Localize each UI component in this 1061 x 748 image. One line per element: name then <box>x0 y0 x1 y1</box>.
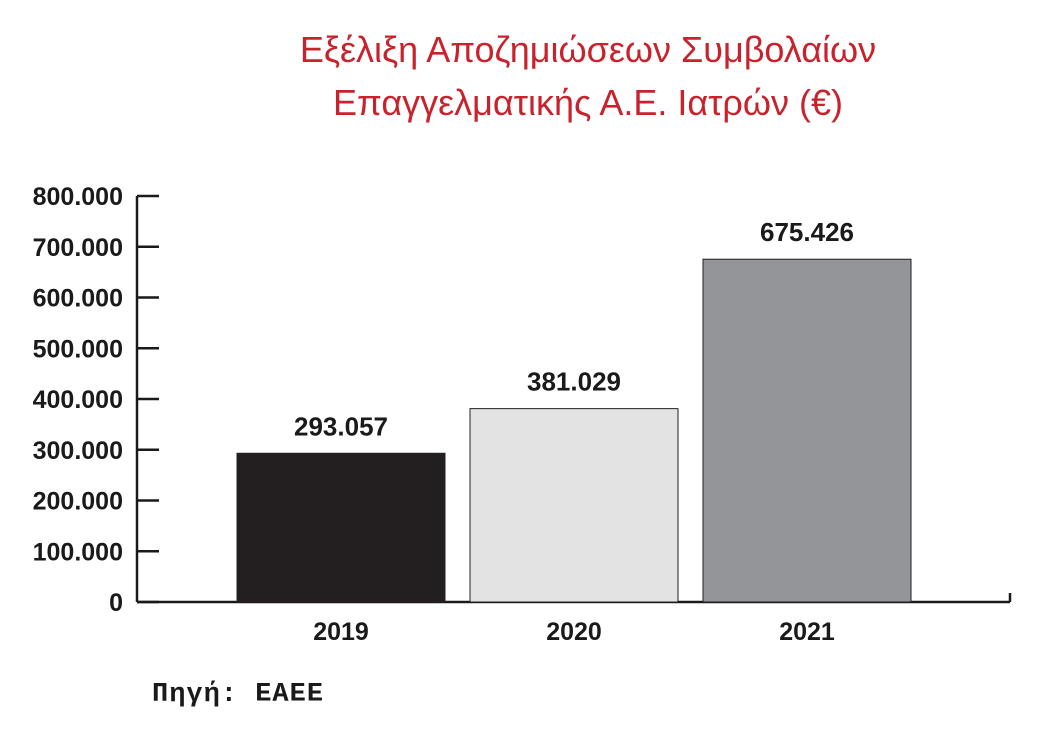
chart-title-line-1: Εξέλιξη Αποζημιώσεων Συμβολαίων <box>300 29 876 70</box>
source-note: Πηγή: ΕΑΕΕ <box>152 680 325 710</box>
y-tick-label: 300.000 <box>33 437 123 465</box>
x-tick-label-2020: 2020 <box>546 618 602 646</box>
bar-2020 <box>469 408 679 603</box>
chart-title: Εξέλιξη Αποζημιώσεων Συμβολαίων Επαγγελμα… <box>300 29 876 123</box>
data-labels: 293.057 381.029 675.426 <box>294 217 854 441</box>
y-tick-label: 100.000 <box>33 538 123 566</box>
data-label-2020: 381.029 <box>527 367 621 397</box>
x-tick-label-2021: 2021 <box>779 618 835 646</box>
y-tick-label: 600.000 <box>33 285 123 313</box>
bar-2019 <box>236 452 446 603</box>
y-tick-label: 800.000 <box>33 183 123 211</box>
y-tick-label: 0 <box>109 589 123 617</box>
bars <box>236 258 912 603</box>
y-tick-label: 500.000 <box>33 335 123 363</box>
x-axis-labels: 2019 2020 2021 <box>313 618 835 646</box>
bar-2021 <box>702 258 912 603</box>
chart-title-line-2: Επαγγελματικής Α.Ε. Ιατρών (€) <box>333 82 843 123</box>
y-tick-label: 400.000 <box>33 386 123 414</box>
x-tick-label-2019: 2019 <box>313 618 369 646</box>
data-label-2021: 675.426 <box>760 217 854 247</box>
y-axis-ticks: 0 100.000 200.000 300.000 400.000 500.000 600.… <box>33 183 159 617</box>
y-tick-label: 700.000 <box>33 234 123 262</box>
y-tick-label: 200.000 <box>33 488 123 516</box>
data-label-2019: 293.057 <box>294 411 388 441</box>
